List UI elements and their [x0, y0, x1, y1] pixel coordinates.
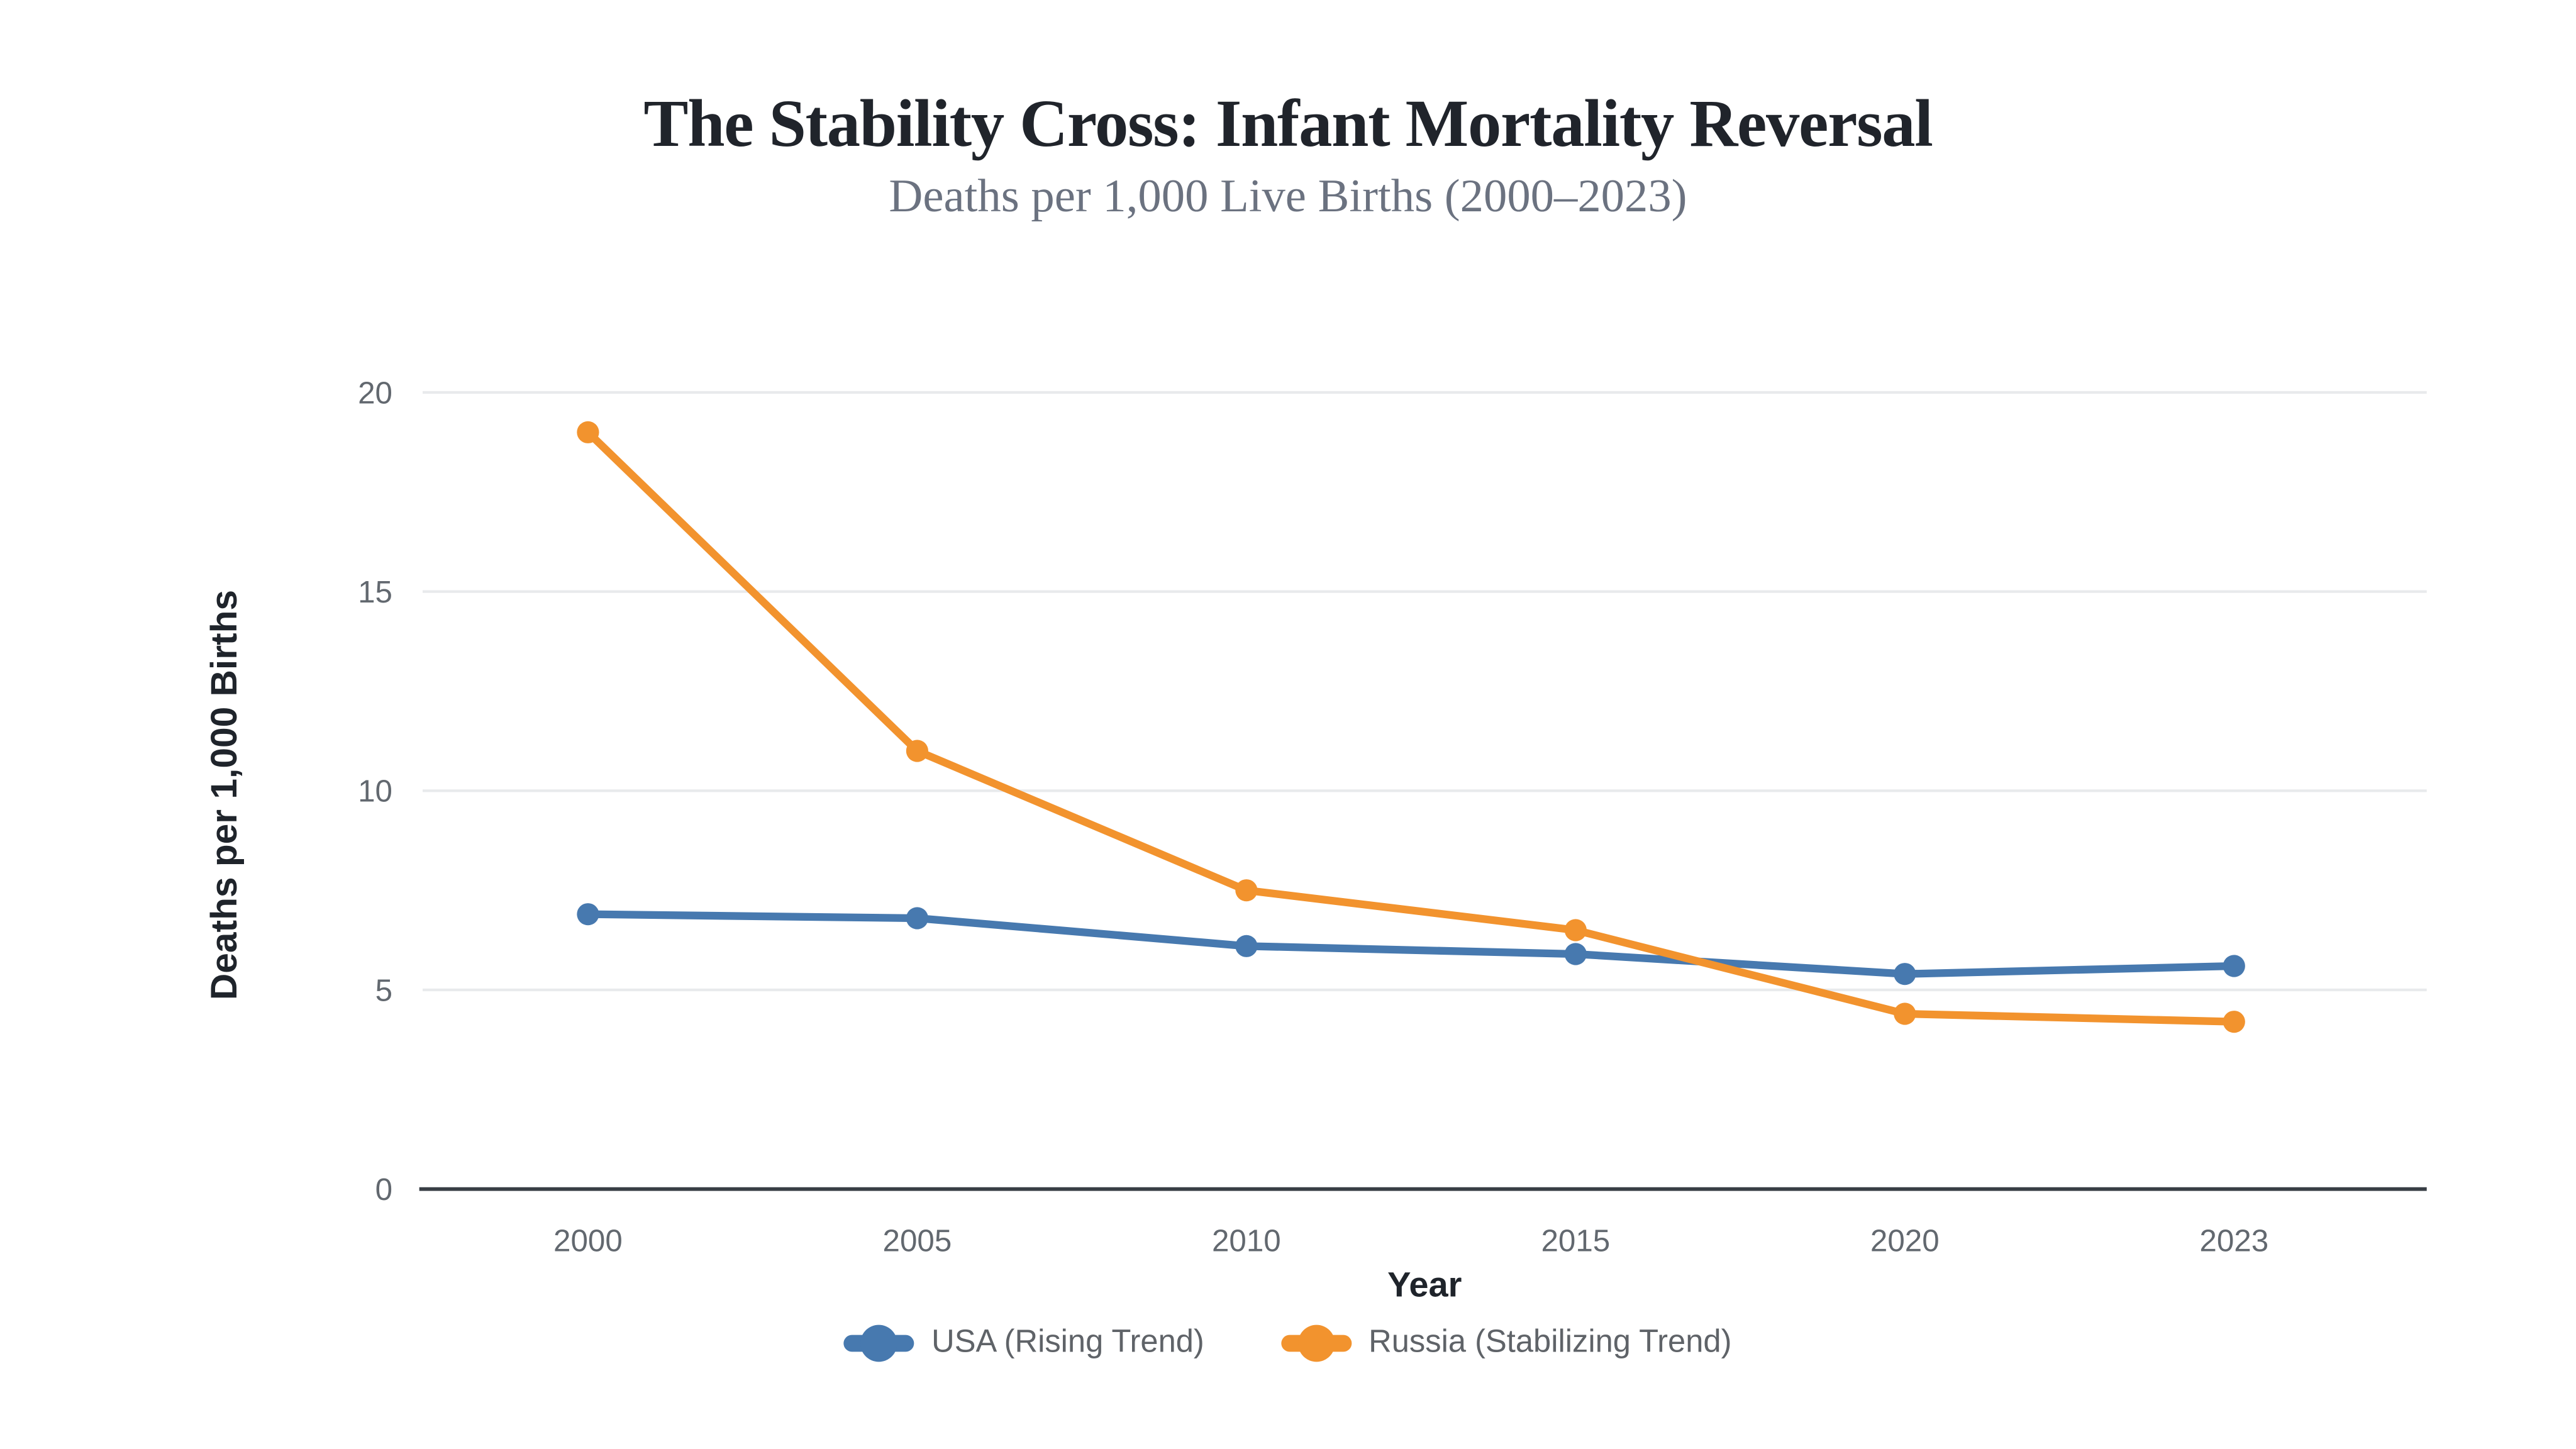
data-point-usa-rising-trend-2020 [1894, 963, 1916, 985]
legend-label: USA (Rising Trend) [931, 1324, 1204, 1360]
chart-title: The Stability Cross: Infant Mortality Re… [643, 86, 1933, 161]
x-tick-label: 2020 [1870, 1223, 1940, 1258]
data-point-russia-stabilizing-trend-2010 [1235, 879, 1258, 902]
y-tick-label: 20 [358, 375, 392, 410]
chart-subtitle: Deaths per 1,000 Live Births (2000–2023) [889, 171, 1687, 223]
data-point-usa-rising-trend-2015 [1564, 943, 1587, 965]
legend-item-usa: USA (Rising Trend) [844, 1324, 1204, 1362]
y-axis-title: Deaths per 1,000 Births [203, 589, 245, 1001]
data-point-russia-stabilizing-trend-2015 [1564, 919, 1587, 941]
data-point-usa-rising-trend-2005 [906, 907, 929, 930]
data-point-usa-rising-trend-2010 [1235, 935, 1258, 957]
y-tick-label: 10 [358, 774, 392, 809]
data-point-russia-stabilizing-trend-2020 [1894, 1002, 1916, 1025]
legend-dot-icon [1298, 1324, 1335, 1362]
legend: USA (Rising Trend) Russia (Stabilizing Tr… [0, 1324, 2576, 1362]
legend-line-dot-swatch [1281, 1324, 1352, 1362]
y-tick-label: 15 [358, 575, 392, 609]
series-line-usa-rising-trend [584, 910, 2238, 978]
x-tick-label: 2000 [553, 1223, 623, 1258]
data-point-russia-stabilizing-trend-2005 [906, 740, 929, 762]
series-line-russia-stabilizing-trend [584, 428, 2238, 1026]
legend-label: Russia (Stabilizing Trend) [1368, 1324, 1732, 1360]
y-tick-label: 5 [375, 973, 392, 1008]
x-axis-title: Year [1387, 1266, 1462, 1305]
data-point-usa-rising-trend-2000 [577, 903, 599, 926]
legend-line-dot-swatch [844, 1324, 915, 1362]
data-point-russia-stabilizing-trend-2000 [577, 421, 599, 443]
x-tick-label: 2005 [883, 1223, 952, 1258]
data-point-russia-stabilizing-trend-2023 [2223, 1011, 2245, 1033]
x-tick-label: 2023 [2199, 1223, 2268, 1258]
y-tick-label: 0 [375, 1172, 392, 1207]
data-point-usa-rising-trend-2023 [2223, 955, 2245, 977]
legend-dot-icon [861, 1324, 898, 1362]
legend-item-russia: Russia (Stabilizing Trend) [1281, 1324, 1732, 1362]
x-tick-label: 2015 [1541, 1223, 1610, 1258]
x-tick-label: 2010 [1212, 1223, 1281, 1258]
